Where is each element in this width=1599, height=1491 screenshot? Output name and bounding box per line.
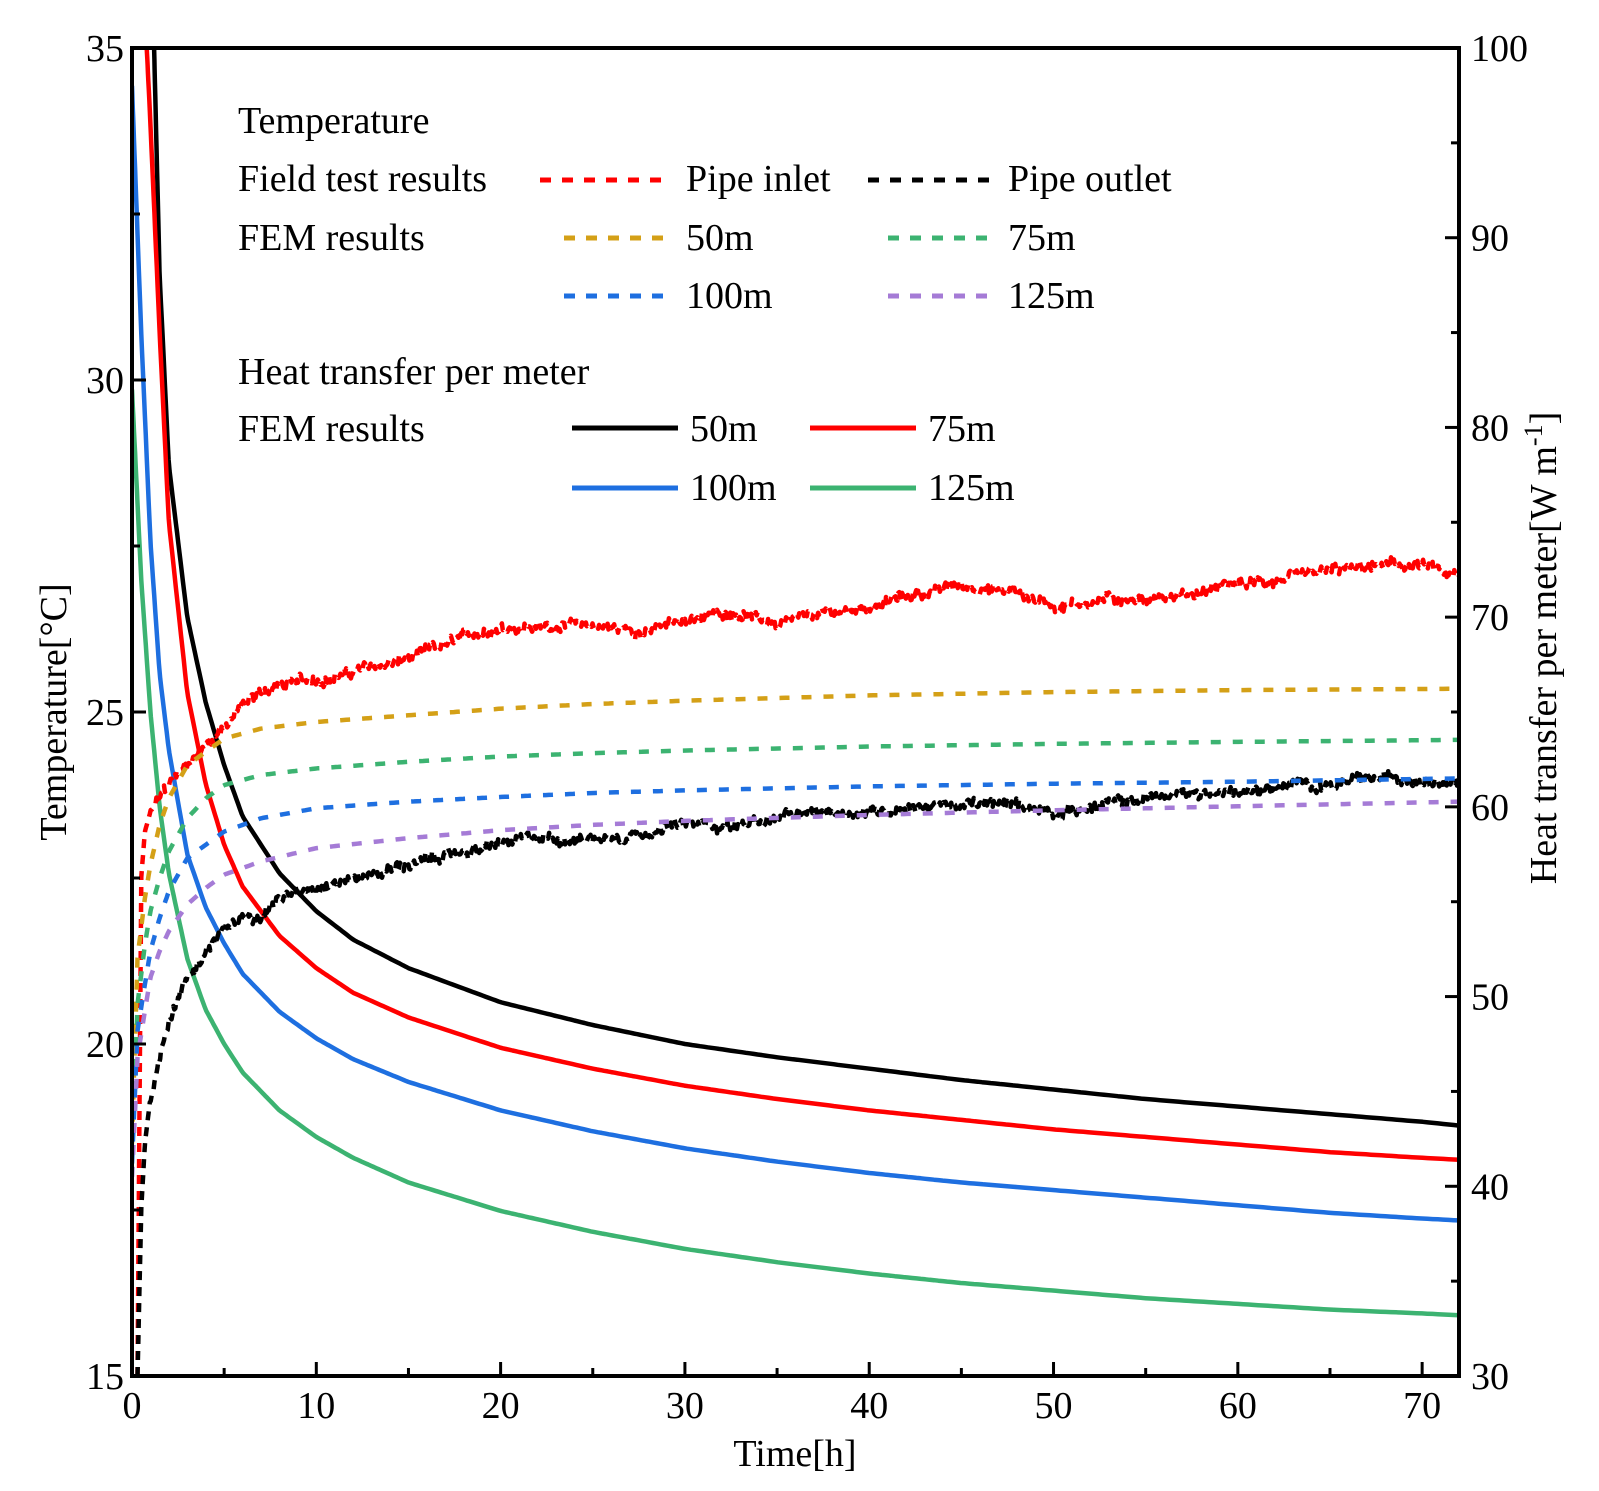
legend-entry-heat-125m: 125m [928, 467, 1015, 509]
temperature-line-pipe-outlet [135, 768, 1459, 1376]
legend-entry-fem-100m: 100m [686, 275, 773, 317]
legend-entry-pipe-inlet: Pipe inlet [686, 158, 831, 200]
legend-fem-label: FEM results [238, 217, 425, 259]
y-right-tick-label: 70 [1471, 597, 1509, 639]
temperature-line-75m [132, 737, 1459, 1157]
y-right-tick-label: 60 [1471, 787, 1509, 829]
heat-line-100m [132, 85, 1459, 1223]
x-tick-label: 30 [666, 1385, 704, 1427]
legend-entry-heat-100m: 100m [690, 467, 777, 509]
x-tick-label: 50 [1035, 1385, 1073, 1427]
y-right-tick-label: 90 [1471, 218, 1509, 260]
x-tick-label: 0 [123, 1385, 142, 1427]
heat-line-75m [144, 48, 1459, 1162]
legend-entry-fem-75m: 75m [1008, 217, 1076, 259]
x-axis-title: Time[h] [733, 1433, 856, 1475]
y-right-tick-label: 40 [1471, 1166, 1509, 1208]
y-left-axis-title: Temperature[°C] [33, 583, 75, 840]
y-left-tick-label: 15 [86, 1356, 124, 1398]
heat-line-50m [151, 48, 1459, 1128]
x-tick-label: 60 [1219, 1385, 1257, 1427]
temperature-line-50m [132, 686, 1459, 1144]
legend-heat-header: Heat transfer per meter [238, 351, 590, 393]
y-right-tick-label: 80 [1471, 407, 1509, 449]
legend-entry-heat-50m: 50m [690, 408, 758, 450]
y-right-axis-title-main: Heat transfer per meter[W m [1523, 446, 1565, 884]
legend-field-label: Field test results [238, 158, 487, 200]
y-left-tick-label: 30 [86, 360, 124, 402]
y-right-axis-title-sup: -1 [1519, 424, 1548, 446]
heat-line-125m [132, 389, 1459, 1318]
temperature-line-pipe-inlet [135, 555, 1459, 1376]
y-right-axis-title: Heat transfer per meter[W m-1] [1519, 412, 1565, 885]
y-left-tick-label: 25 [86, 692, 124, 734]
legend-temperature-header: Temperature [238, 100, 429, 142]
y-right-axis-title-close: ] [1523, 412, 1565, 425]
x-tick-label: 20 [482, 1385, 520, 1427]
legend-entry-heat-75m: 75m [928, 408, 996, 450]
y-right-tick-label: 50 [1471, 977, 1509, 1019]
x-tick-label: 70 [1403, 1385, 1441, 1427]
x-tick-label: 40 [850, 1385, 888, 1427]
y-right-tick-label: 100 [1471, 28, 1528, 70]
y-right-tick-label: 30 [1471, 1356, 1509, 1398]
temperature-line-100m [132, 776, 1459, 1164]
temperature-series [132, 555, 1459, 1376]
legend-heat-fem-label: FEM results [238, 408, 425, 450]
legend: Temperature Field test results FEM resul… [238, 100, 1172, 509]
y-left-tick-label: 20 [86, 1024, 124, 1066]
legend-entry-fem-50m: 50m [686, 217, 754, 259]
legend-entry-pipe-outlet: Pipe outlet [1008, 158, 1172, 200]
axes: 0 10 20 30 40 50 60 70 15 20 25 30 35 30 40 50 60 70 80 90 1… [86, 28, 1528, 1427]
temperature-line-125m [132, 799, 1459, 1178]
legend-entry-fem-125m: 125m [1008, 275, 1095, 317]
x-tick-label: 10 [297, 1385, 335, 1427]
y-left-tick-label: 35 [86, 28, 124, 70]
